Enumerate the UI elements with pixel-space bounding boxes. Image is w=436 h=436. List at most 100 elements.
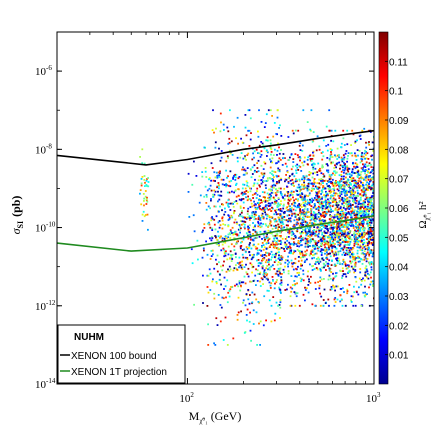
scatter-point <box>338 180 341 183</box>
scatter-point <box>241 220 244 223</box>
scatter-point <box>281 215 284 218</box>
scatter-point <box>356 163 359 166</box>
scatter-point <box>324 219 326 222</box>
scatter-point <box>258 152 261 155</box>
scatter-point <box>269 158 271 161</box>
scatter-point <box>230 254 233 257</box>
scatter-point <box>329 233 332 236</box>
scatter-point <box>332 197 335 200</box>
scatter-point <box>329 231 332 234</box>
scatter-point <box>357 229 359 232</box>
scatter-point <box>338 259 341 262</box>
scatter-point <box>312 131 315 133</box>
scatter-point <box>217 221 220 224</box>
scatter-point <box>359 228 361 231</box>
scatter-point <box>287 182 290 184</box>
scatter-point <box>370 232 373 235</box>
scatter-point <box>265 187 267 189</box>
scatter-point <box>337 181 339 183</box>
scatter-point <box>350 213 353 216</box>
scatter-point <box>323 223 326 226</box>
scatter-point <box>219 236 221 239</box>
scatter-point <box>329 238 332 241</box>
scatter-point <box>278 288 281 291</box>
scatter-point <box>278 187 281 190</box>
scatter-point <box>278 181 280 184</box>
scatter-point <box>312 206 315 209</box>
scatter-point <box>362 291 365 294</box>
scatter-point <box>369 175 371 177</box>
scatter-point <box>327 181 330 183</box>
scatter-point <box>328 201 331 204</box>
scatter-point <box>239 229 241 231</box>
scatter-point <box>261 255 264 257</box>
scatter-point <box>255 298 258 301</box>
scatter-point <box>262 217 265 220</box>
scatter-point <box>227 157 229 159</box>
scatter-point <box>327 143 330 146</box>
scatter-point <box>326 157 329 159</box>
scatter-point <box>273 213 276 216</box>
scatter-point <box>212 179 215 182</box>
scatter-point <box>263 246 266 249</box>
limit-curves <box>57 129 374 252</box>
scatter-point <box>300 235 302 238</box>
scatter-point <box>334 301 337 303</box>
scatter-point <box>274 148 276 151</box>
scatter-point <box>334 154 336 157</box>
scatter-point <box>213 218 216 221</box>
scatter-point <box>195 175 198 177</box>
scatter-point <box>340 241 343 244</box>
scatter-point <box>329 148 332 150</box>
scatter-point <box>268 260 270 263</box>
scatter-point <box>271 241 274 244</box>
scatter-point <box>326 243 329 246</box>
scatter-point <box>260 222 262 225</box>
scatter-point <box>347 247 350 249</box>
scatter-point <box>301 183 303 186</box>
scatter-point <box>314 219 317 221</box>
scatter-point <box>262 176 264 179</box>
scatter-point <box>360 181 362 184</box>
scatter-point <box>322 187 324 189</box>
scatter-point <box>196 239 199 242</box>
scatter-point <box>235 184 237 186</box>
scatter-point <box>268 299 271 302</box>
scatter-point <box>343 261 345 263</box>
scatter-point <box>255 268 257 271</box>
scatter-point <box>334 226 337 228</box>
scatter-point <box>348 253 351 256</box>
scatter-point <box>320 244 323 247</box>
scatter-point <box>343 171 345 174</box>
scatter-point <box>252 309 255 312</box>
scatter-point <box>302 279 305 282</box>
scatter-point <box>241 191 244 194</box>
scatter-point <box>341 223 344 226</box>
scatter-point <box>348 247 351 249</box>
scatter-point <box>325 203 327 206</box>
scatter-point <box>367 178 370 181</box>
scatter-point <box>331 247 334 249</box>
scatter-point <box>301 239 304 241</box>
scatter-point <box>274 245 277 248</box>
scatter-point <box>296 282 298 285</box>
scatter-point <box>145 179 148 182</box>
scatter-point <box>346 205 348 208</box>
scatter-point <box>313 163 316 166</box>
scatter-point <box>360 279 363 281</box>
scatter-point <box>299 224 302 226</box>
scatter-point <box>247 298 250 301</box>
scatter-point <box>372 282 374 285</box>
scatter-point <box>301 236 304 239</box>
scatter-point <box>299 149 302 151</box>
scatter-point <box>372 239 374 241</box>
scatter-point <box>341 277 343 279</box>
scatter-point <box>344 263 347 266</box>
scatter-point <box>336 162 339 164</box>
scatter-point <box>271 115 273 117</box>
scatter-point <box>283 248 285 250</box>
scatter-point <box>187 191 190 193</box>
scatter-point <box>350 225 352 227</box>
scatter-point <box>279 271 281 274</box>
scatter-point <box>217 294 220 296</box>
